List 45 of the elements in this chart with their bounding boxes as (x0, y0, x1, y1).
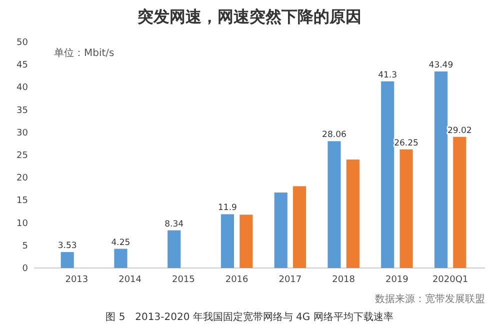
y-tick-label: 40 (16, 83, 28, 94)
data-label: 8.34 (164, 219, 184, 230)
bar (60, 252, 74, 268)
x-tick-label: 2014 (118, 275, 142, 285)
bar (434, 71, 448, 268)
data-label: 28.06 (322, 130, 346, 140)
y-tick-label: 25 (16, 151, 28, 161)
y-tick-label: 15 (16, 196, 28, 206)
data-label: 4.25 (111, 238, 130, 248)
bar (274, 192, 288, 268)
data-label: 41.3 (378, 70, 398, 80)
bar (400, 149, 413, 268)
bar (346, 160, 360, 268)
annotation: 单位：Mbit/s (54, 47, 114, 59)
y-tick-label: 30 (16, 128, 28, 138)
caption: 图 5 2013-2020 年我国固定宽带网络与 4G 网络平均下载速率 (106, 311, 394, 323)
bar (328, 141, 341, 268)
y-tick-label: 20 (16, 174, 28, 184)
bar (168, 230, 181, 268)
x-tick-label: 2013 (65, 275, 88, 285)
data-label: 11.9 (218, 203, 237, 214)
bar (220, 214, 234, 268)
y-tick-label: 35 (16, 106, 28, 116)
data-label: 26.25 (394, 138, 418, 148)
bar (240, 214, 253, 268)
bar (292, 186, 306, 268)
bar (114, 248, 128, 268)
data-label: 3.53 (58, 241, 77, 252)
data-label: 43.49 (428, 60, 454, 70)
bar (453, 136, 466, 268)
y-tick-label: 50 (16, 38, 28, 48)
y-tick-label: 45 (16, 60, 28, 71)
source-note: 数据来源：宽带发展联盟 (375, 293, 485, 305)
chart-title: 突发网速，网速突然下降的原因 (136, 7, 362, 26)
y-tick-label: 5 (22, 241, 28, 252)
data-label: 29.02 (447, 126, 472, 136)
x-tick-label: 2015 (172, 275, 195, 285)
x-tick-label: 2017 (278, 275, 302, 285)
bar (381, 81, 394, 268)
y-tick-label: 10 (16, 218, 28, 229)
x-tick-label: 2020Q1 (432, 275, 468, 285)
x-tick-label: 2016 (225, 275, 249, 285)
x-tick-label: 2019 (385, 275, 409, 285)
x-tick-label: 2018 (332, 275, 356, 285)
y-tick-label: 0 (22, 264, 28, 274)
